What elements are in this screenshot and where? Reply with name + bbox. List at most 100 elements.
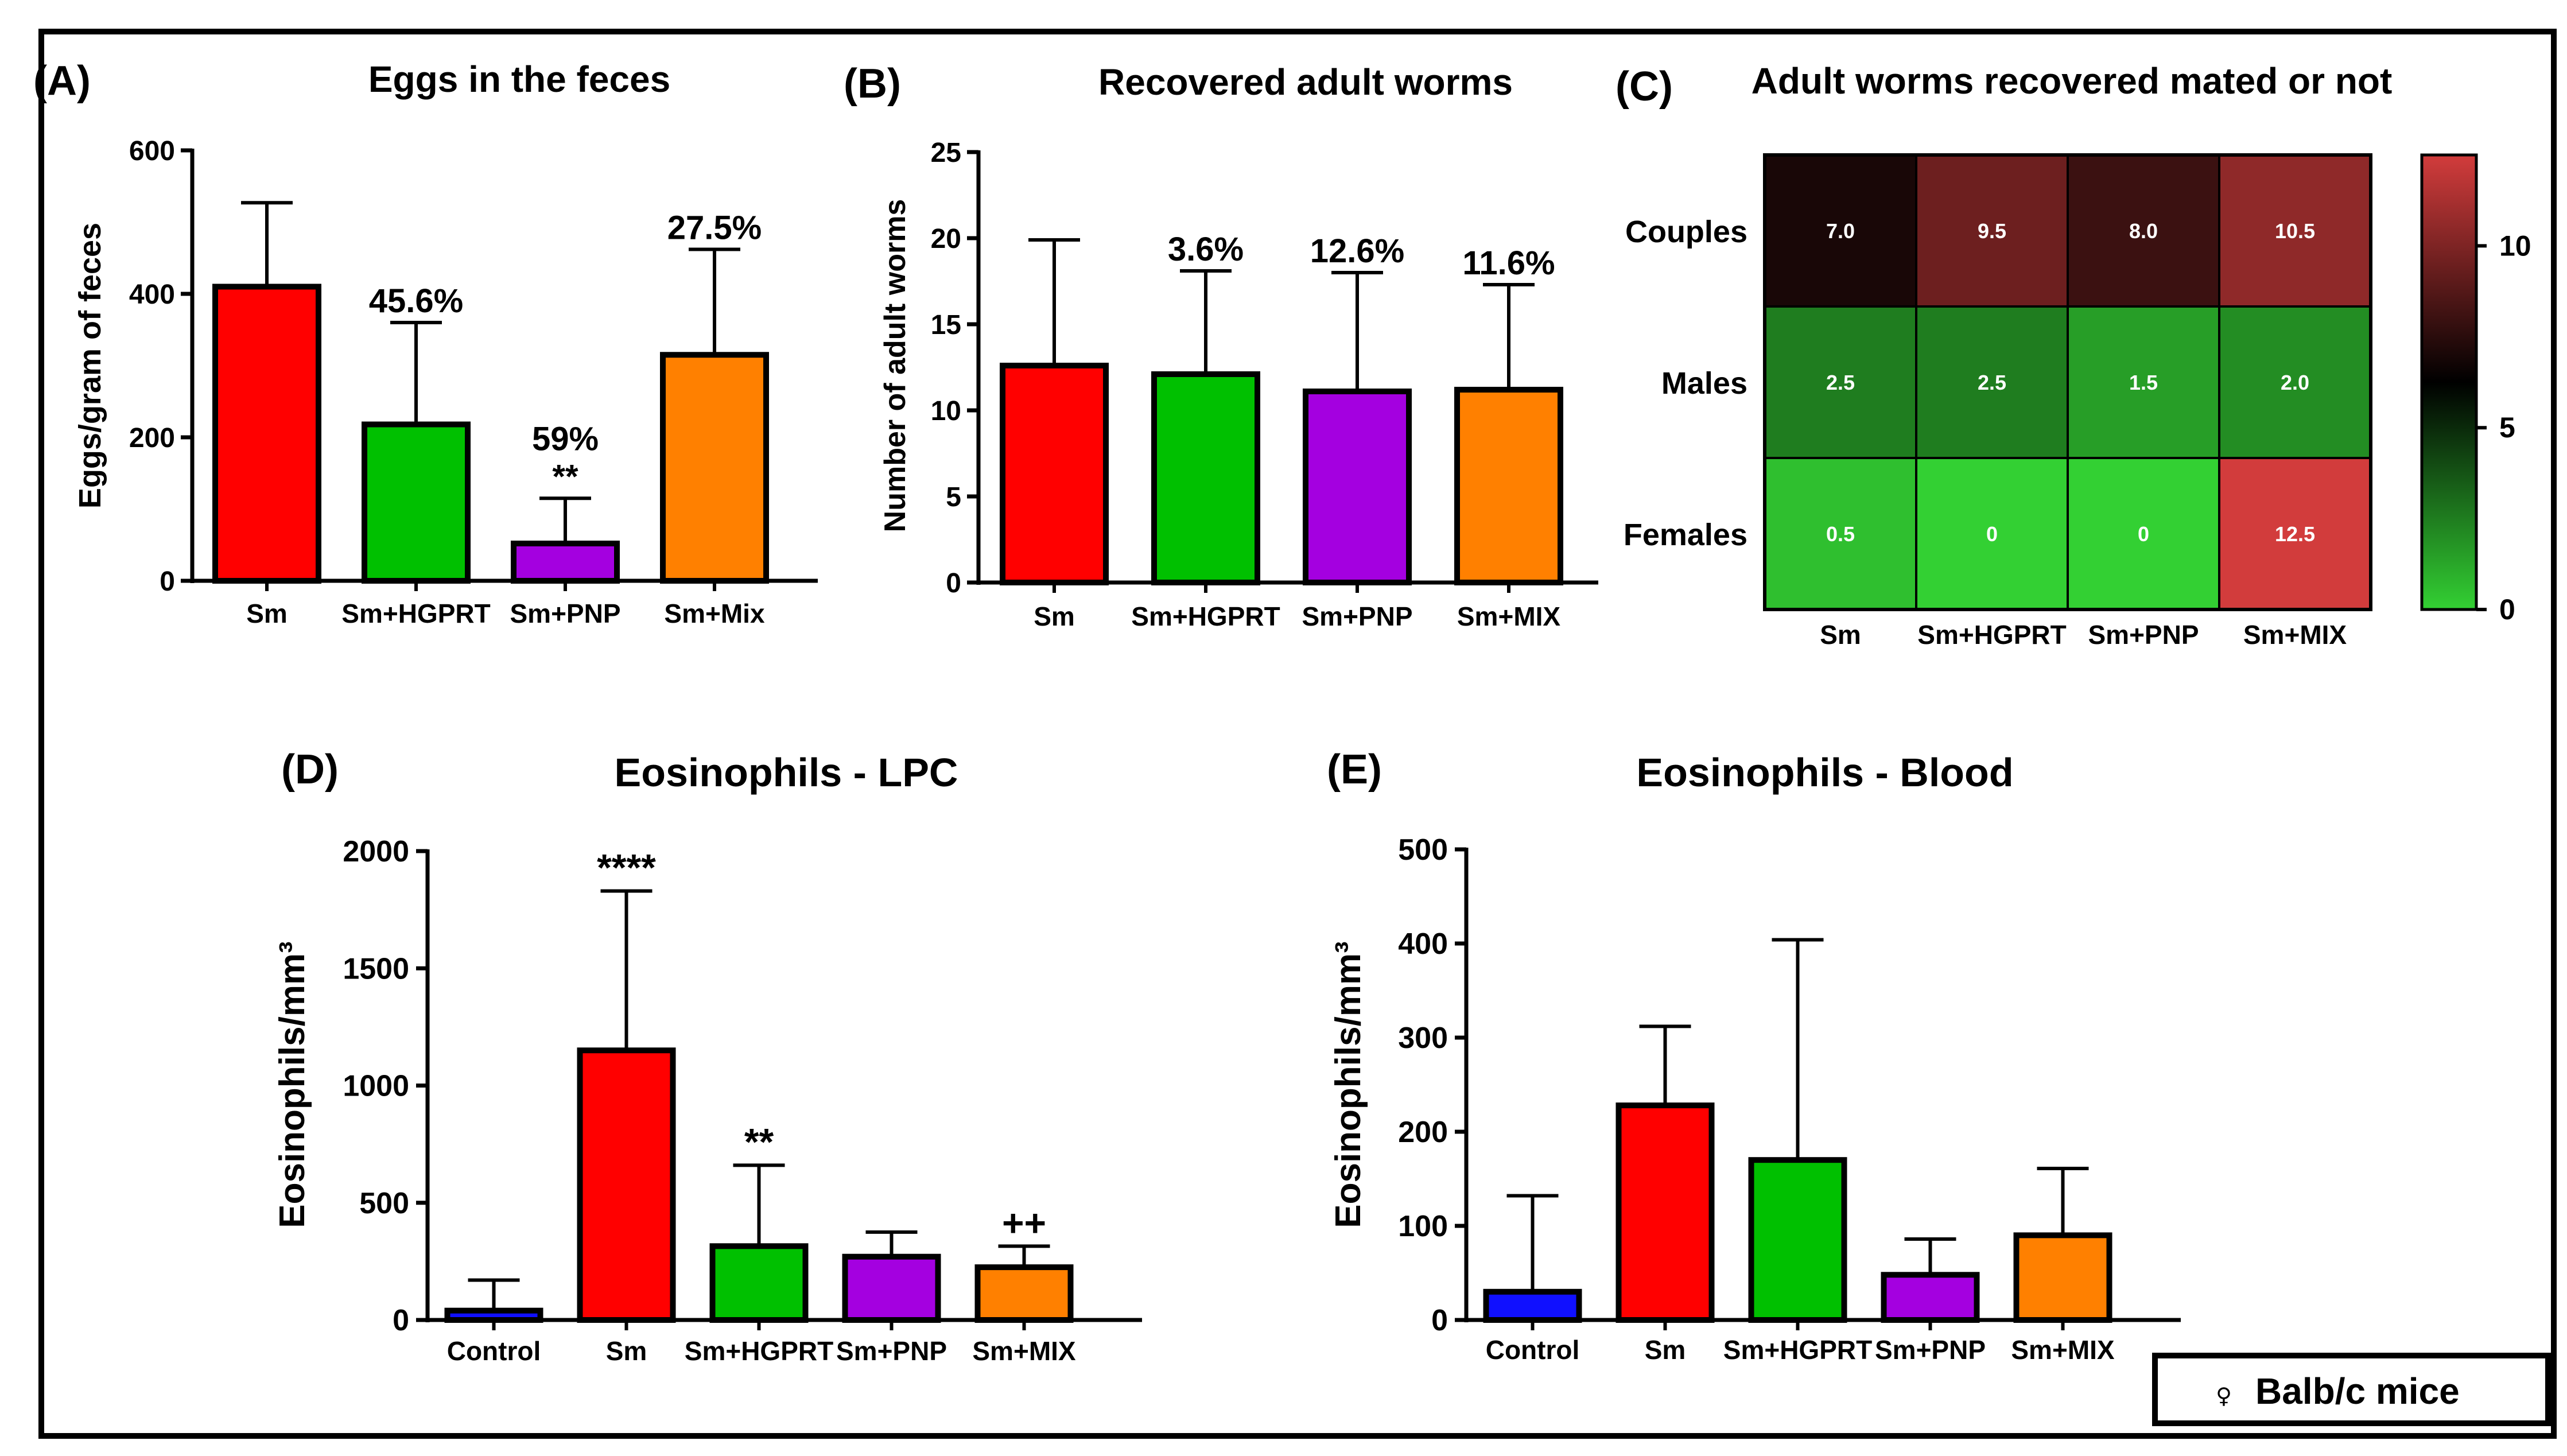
heatmap-cell-value: 1.5 xyxy=(2129,371,2158,394)
x-tick-label: Sm+MIX xyxy=(1457,601,1561,631)
panel-a: (A) Eggs in the feces Eggs/gram of feces 0 2… xyxy=(33,58,818,628)
y-axis-label: Eosinophils/mm³ xyxy=(273,941,312,1228)
y-tick-label: 400 xyxy=(1398,927,1448,961)
heatmap-cell xyxy=(1915,457,2069,611)
x-tick-label: Sm+HGPRT xyxy=(341,599,490,628)
heatmap-row-label: Couples xyxy=(1625,215,1747,249)
heatmap-cell xyxy=(2218,457,2372,611)
x-tick-label: Sm+MIX xyxy=(972,1336,1076,1366)
bar xyxy=(577,1047,676,1323)
bar-annotation: ** xyxy=(744,1120,774,1163)
y-tick-label: 600 xyxy=(129,136,175,166)
y-tick-label: 1500 xyxy=(343,952,409,985)
heatmap-cell-value: 0 xyxy=(2138,522,2149,546)
y-tick-label: 100 xyxy=(1398,1210,1448,1243)
legend-box-border xyxy=(2152,1353,2551,1426)
y-tick-label: 1000 xyxy=(343,1070,409,1103)
heatmap-cell-value: 2.5 xyxy=(1978,371,2006,394)
heatmap-cell xyxy=(1764,457,1917,611)
y-tick-label: 20 xyxy=(931,224,961,254)
heatmap-column-label: Sm xyxy=(1820,620,1861,650)
y-tick-label: 500 xyxy=(1398,833,1448,867)
bar xyxy=(660,352,769,584)
x-tick-label: Sm+PNP xyxy=(836,1336,947,1366)
x-tick-label: Sm+PNP xyxy=(510,599,620,628)
y-tick-label: 500 xyxy=(359,1187,409,1220)
bar xyxy=(1748,1157,1847,1323)
heatmap-row-label: Females xyxy=(1624,518,1747,552)
heatmap-cell xyxy=(2218,305,2372,459)
bar-annotation: ++ xyxy=(1002,1201,1046,1244)
bar-annotation: 27.5% xyxy=(667,209,762,247)
x-tick-label: Sm+PNP xyxy=(1875,1335,1986,1365)
x-tick-label: Control xyxy=(447,1336,541,1366)
y-tick-label: 200 xyxy=(1398,1116,1448,1149)
panel-d: (D) Eosinophils - LPC Eosinophils/mm³ 0 500 1… xyxy=(273,747,1142,1366)
x-tick-label: Sm+Mix xyxy=(664,599,765,628)
bar-annotation: 12.6% xyxy=(1310,232,1404,270)
legend-text: Balb/c mice xyxy=(2255,1370,2460,1412)
bar xyxy=(1303,389,1412,585)
colorbar-tick-label: 5 xyxy=(2499,411,2515,444)
bar xyxy=(2013,1232,2112,1323)
bar-annotation: 45.6% xyxy=(369,282,463,320)
bar-annotation: ** xyxy=(552,458,578,495)
bar-annotation: **** xyxy=(597,846,656,888)
x-tick-label: Sm xyxy=(606,1336,647,1366)
bar xyxy=(362,421,471,584)
x-tick-label: Sm+HGPRT xyxy=(1723,1335,1872,1365)
bar-annotation: 11.6% xyxy=(1462,244,1555,282)
heatmap-cell-value: 2.0 xyxy=(2281,371,2309,394)
bar-annotation: 3.6% xyxy=(1168,231,1244,268)
bar xyxy=(709,1243,809,1323)
y-tick-label: 15 xyxy=(931,310,961,340)
y-tick-label: 10 xyxy=(931,396,961,426)
y-tick-label: 400 xyxy=(129,279,175,310)
x-tick-label: Sm+MIX xyxy=(2011,1335,2115,1365)
y-tick-label: 300 xyxy=(1398,1022,1448,1055)
x-tick-label: Sm+PNP xyxy=(1302,601,1412,631)
heatmap-column-label: Sm+PNP xyxy=(2088,620,2199,650)
chart-title: Eosinophils - Blood xyxy=(1636,750,2013,795)
heatmap-cell xyxy=(1915,305,2069,459)
chart-title: Eggs in the feces xyxy=(368,59,670,100)
bar xyxy=(1483,1288,1582,1323)
heatmap-cell-value: 10.5 xyxy=(2275,219,2315,243)
panel-e: (E) Eosinophils - Blood Eosinophils/mm³ 0 10… xyxy=(1327,747,2181,1365)
bar xyxy=(1151,371,1260,585)
panel-label: (B) xyxy=(844,61,901,107)
bar xyxy=(444,1307,543,1323)
bar xyxy=(1881,1272,1980,1323)
x-tick-label: Sm xyxy=(1645,1335,1686,1365)
panel-b: (B) Recovered adult worms Number of adult … xyxy=(844,61,1598,631)
legend-box: ♀ Balb/c mice xyxy=(2152,1353,2551,1426)
panel-label: (D) xyxy=(281,747,339,793)
bar xyxy=(842,1253,941,1323)
colorbar xyxy=(2420,153,2478,611)
colorbar-tick-label: 0 xyxy=(2499,593,2515,626)
heatmap-cell-value: 0 xyxy=(1986,522,1998,546)
bar-annotation: 59% xyxy=(532,420,599,457)
panel-label: (A) xyxy=(33,58,91,104)
x-tick-label: Sm xyxy=(246,599,288,628)
bar xyxy=(212,284,321,584)
female-symbol-icon: ♀ xyxy=(2216,1383,2232,1408)
heatmap-cell-value: 2.5 xyxy=(1826,371,1855,394)
y-tick-label: 0 xyxy=(160,566,175,597)
heatmap-border xyxy=(1763,153,2372,611)
bar xyxy=(1000,363,1109,585)
heatmap-column-label: Sm+HGPRT xyxy=(1917,620,2066,650)
bar xyxy=(1615,1102,1715,1323)
heatmap-cell-value: 0.5 xyxy=(1826,522,1855,546)
x-tick-label: Control xyxy=(1486,1335,1580,1365)
bar xyxy=(974,1264,1074,1323)
y-tick-label: 0 xyxy=(946,568,961,599)
panel-c: (C) Adult worms recovered mated or not Cou… xyxy=(1615,60,2531,650)
y-axis-label: Eosinophils/mm³ xyxy=(1329,941,1368,1228)
chart-title: Adult worms recovered mated or not xyxy=(1752,60,2393,102)
y-tick-label: 2000 xyxy=(343,835,409,868)
bar xyxy=(1454,387,1563,585)
heatmap-cell-value: 9.5 xyxy=(1978,219,2006,243)
heatmap-cell xyxy=(1915,154,2069,308)
